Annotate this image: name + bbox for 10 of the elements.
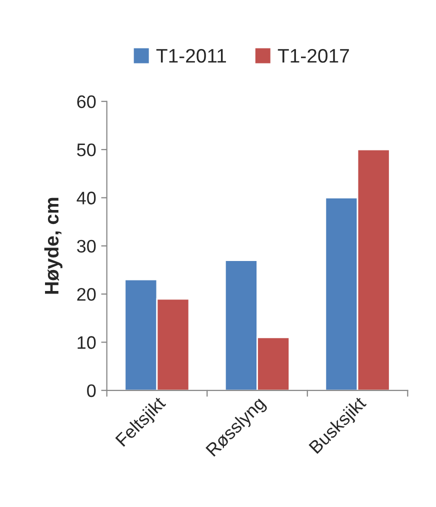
y-tick-label: 30 — [77, 240, 96, 253]
y-tick-label: 60 — [77, 95, 96, 108]
y-tick-label: 40 — [76, 192, 96, 204]
legend-label: T1-2011 — [156, 48, 226, 63]
y-tick-label: 10 — [78, 336, 96, 349]
y-tick-label: 0 — [87, 384, 96, 398]
y-tick-label: 50 — [77, 144, 96, 156]
legend-label: T1-2017 — [278, 48, 349, 63]
y-axis-title: Høyde, cm — [44, 198, 62, 294]
y-tick-label: 20 — [77, 288, 96, 301]
